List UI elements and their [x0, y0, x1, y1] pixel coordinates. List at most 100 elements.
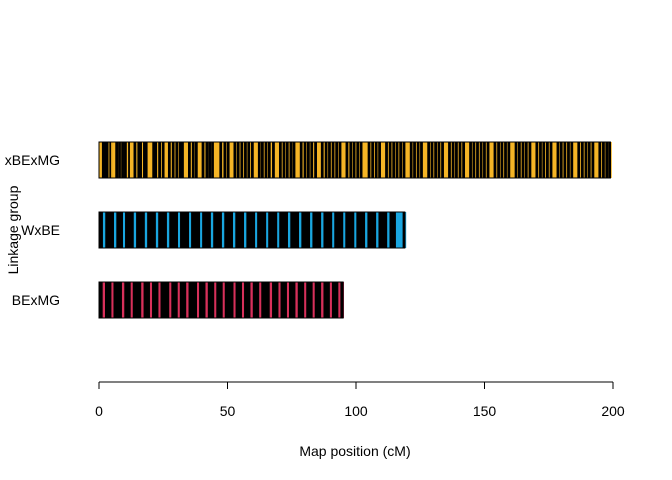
marker-line — [349, 212, 353, 248]
marker-line — [154, 282, 158, 318]
marker-highlight — [164, 142, 167, 178]
marker-line — [280, 282, 284, 318]
marker-line — [126, 282, 130, 318]
marker-line — [125, 212, 129, 248]
marker-line — [98, 212, 102, 248]
marker-line — [314, 212, 318, 248]
marker-line — [191, 142, 195, 178]
marker-line — [336, 282, 340, 318]
marker-highlight — [465, 142, 467, 178]
marker-gap — [112, 142, 113, 178]
marker-line — [194, 142, 198, 178]
marker-gap — [524, 142, 526, 178]
marker-line — [184, 212, 188, 248]
marker-gap — [270, 142, 272, 178]
marker-line — [193, 212, 197, 248]
marker-gap — [531, 142, 533, 178]
marker-line — [367, 142, 371, 178]
linkage-group-outline — [98, 141, 611, 179]
marker-line — [164, 282, 168, 318]
marker-line — [152, 282, 156, 318]
marker-line — [131, 212, 135, 248]
marker-line — [194, 282, 198, 318]
marker-line — [161, 142, 165, 178]
marker-gap — [569, 142, 571, 178]
marker-line — [235, 282, 239, 318]
marker-gap — [348, 142, 350, 178]
marker-gap — [246, 142, 248, 178]
marker-gap — [263, 142, 265, 178]
marker-highlight — [250, 282, 252, 318]
marker-line — [133, 142, 137, 178]
marker-highlight — [398, 212, 400, 248]
marker-line — [308, 212, 312, 248]
marker-line — [151, 212, 155, 248]
marker-highlight — [259, 282, 261, 318]
marker-line — [118, 212, 122, 248]
marker-line — [240, 142, 244, 178]
marker-line — [233, 142, 237, 178]
marker-line — [274, 282, 278, 318]
marker-gap — [489, 142, 491, 178]
marker-highlight — [244, 212, 246, 248]
marker-highlight — [255, 212, 257, 248]
marker-line — [140, 212, 144, 248]
marker-highlight — [241, 282, 244, 318]
marker-gap — [485, 142, 487, 178]
marker-highlight — [129, 142, 132, 178]
marker-line — [227, 282, 231, 318]
marker-highlight — [221, 212, 224, 248]
marker-line — [462, 142, 466, 178]
marker-line — [392, 142, 396, 178]
marker-highlight — [113, 212, 116, 248]
marker-highlight — [329, 282, 332, 318]
marker-line — [521, 142, 525, 178]
marker-line — [317, 282, 321, 318]
marker-gap — [160, 142, 162, 178]
marker-line — [206, 212, 210, 248]
marker-line — [329, 212, 333, 248]
marker-gap — [141, 142, 143, 178]
marker-highlight — [232, 212, 235, 248]
marker-gap — [545, 142, 547, 178]
marker-line — [420, 142, 424, 178]
marker-gap — [422, 142, 424, 178]
marker-line — [166, 282, 170, 318]
marker-line — [237, 282, 241, 318]
marker-line — [598, 142, 602, 178]
marker-highlight — [354, 212, 356, 248]
marker-line — [360, 212, 364, 248]
marker-gap — [548, 142, 550, 178]
marker-line — [257, 142, 261, 178]
marker-line — [154, 142, 158, 178]
marker-gap — [440, 142, 442, 178]
marker-line — [192, 282, 196, 318]
marker-line — [378, 212, 382, 248]
marker-line — [507, 142, 511, 178]
marker-line — [211, 142, 215, 178]
marker-line — [103, 142, 107, 178]
marker-gap — [370, 142, 372, 178]
marker-line — [175, 142, 179, 178]
marker-line — [479, 142, 483, 178]
marker-line — [237, 212, 241, 248]
marker-gap — [465, 142, 466, 178]
marker-line — [448, 142, 452, 178]
marker-line — [318, 212, 322, 248]
marker-line — [374, 142, 378, 178]
marker-line — [118, 142, 122, 178]
marker-line — [111, 212, 115, 248]
marker-line — [250, 212, 254, 248]
x-axis: 0 50 100 150 200 — [95, 381, 625, 419]
marker-highlight — [381, 142, 383, 178]
marker-line — [382, 212, 386, 248]
marker-highlight — [184, 142, 187, 178]
marker-line — [188, 142, 192, 178]
marker-highlight — [198, 142, 200, 178]
marker-line — [250, 142, 254, 178]
marker-gap — [316, 142, 318, 178]
marker-gap — [190, 142, 192, 178]
marker-line — [182, 212, 186, 248]
marker-line — [186, 212, 190, 248]
marker-highlight — [177, 212, 180, 248]
